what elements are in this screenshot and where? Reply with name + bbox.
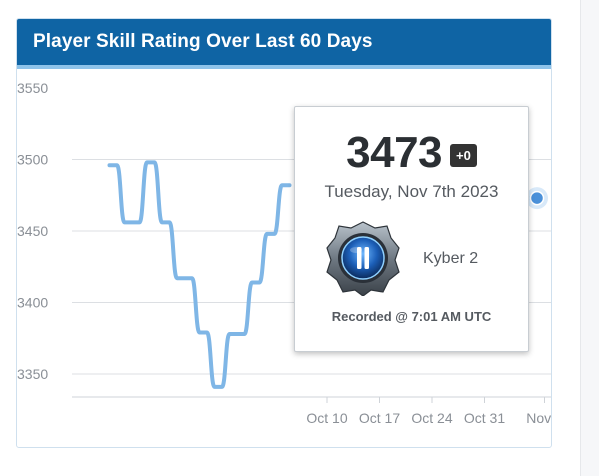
tooltip-rank-name: Kyber 2 — [423, 250, 479, 267]
chart-tooltip: 3473 +0 Tuesday, Nov 7th 2023 — [294, 106, 529, 352]
tooltip-rating-value: 3473 — [346, 128, 443, 177]
card-header: Player Skill Rating Over Last 60 Days — [17, 19, 551, 69]
y-tick-label: 3350 — [17, 366, 48, 382]
skill-rating-card: Player Skill Rating Over Last 60 Days 33… — [16, 18, 552, 448]
y-tick-label: 3450 — [17, 223, 48, 239]
tooltip-date: Tuesday, Nov 7th 2023 — [324, 182, 499, 201]
y-tick-label: 3500 — [17, 152, 48, 168]
y-tick-label: 3550 — [17, 80, 48, 96]
series-line — [107, 160, 292, 389]
x-tick-label: Oct 24 — [411, 410, 452, 426]
y-axis-labels: 3350 3400 3450 3500 3550 — [17, 80, 48, 382]
tooltip-value-row: 3473 +0 — [295, 127, 528, 179]
x-tick-label: Oct 10 — [306, 410, 347, 426]
x-tick-label: Nov 8 — [526, 410, 552, 426]
data-point-highlight[interactable] — [529, 190, 545, 206]
tooltip-delta-badge: +0 — [450, 143, 477, 167]
y-tick-label: 3400 — [17, 295, 48, 311]
card-title: Player Skill Rating Over Last 60 Days — [33, 31, 373, 52]
x-axis-labels: Oct 10 Oct 17 Oct 24 Oct 31 Nov 8 — [306, 410, 552, 426]
tooltip-recorded-time: Recorded @ 7:01 AM UTC — [331, 309, 492, 324]
kyber-rank-badge-icon — [326, 221, 400, 296]
x-tick-label: Oct 17 — [359, 410, 400, 426]
page-scroll-strip — [580, 0, 599, 476]
x-tick-label: Oct 31 — [464, 410, 505, 426]
